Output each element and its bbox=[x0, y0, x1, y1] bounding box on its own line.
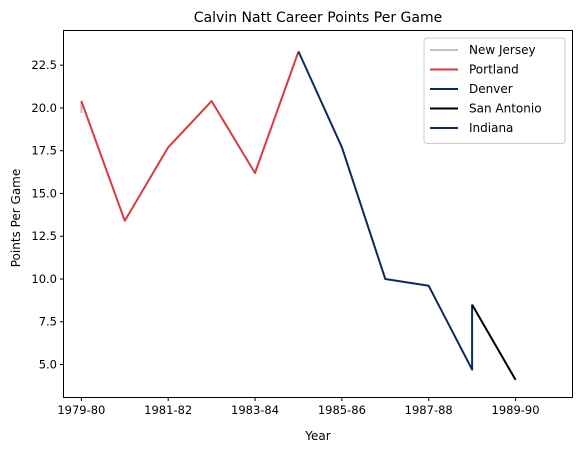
x-axis: 1979-80 1981-82 1983-84 1985-86 1987-88 1989-… bbox=[57, 397, 540, 417]
legend-label: Denver bbox=[469, 82, 513, 96]
series-line-san-antonio bbox=[471, 304, 517, 381]
legend-label: Indiana bbox=[469, 121, 513, 135]
legend-label: New Jersey bbox=[469, 43, 536, 57]
y-axis-label: Points Per Game bbox=[9, 169, 23, 268]
y-tick-label: 7.5 bbox=[39, 315, 57, 329]
y-tick-label: 20.0 bbox=[31, 101, 57, 115]
x-tick-label: 1979-80 bbox=[57, 403, 105, 417]
y-tick-label: 17.5 bbox=[31, 144, 57, 158]
legend-label: San Antonio bbox=[469, 102, 542, 116]
x-axis-label: Year bbox=[304, 429, 330, 443]
x-tick-label: 1985-86 bbox=[318, 403, 366, 417]
x-tick-label: 1983-84 bbox=[231, 403, 279, 417]
y-tick-label: 22.5 bbox=[31, 58, 57, 72]
x-tick-label: 1989-90 bbox=[492, 403, 540, 417]
y-axis: 5.0 7.5 10.0 12.5 15.0 17.5 20.0 22.5 bbox=[31, 58, 64, 372]
legend: New Jersey Portland Denver San Antonio India… bbox=[423, 37, 566, 144]
plot-frame bbox=[63, 30, 573, 398]
chart-title: Calvin Natt Career Points Per Game bbox=[194, 10, 442, 26]
plot-area bbox=[80, 51, 517, 381]
y-tick-label: 5.0 bbox=[39, 358, 57, 372]
legend-box bbox=[423, 37, 566, 144]
x-tick-label: 1987-88 bbox=[405, 403, 453, 417]
legend-label: Portland bbox=[469, 63, 519, 77]
y-tick-label: 15.0 bbox=[31, 186, 57, 200]
series-line-denver bbox=[297, 51, 474, 371]
y-tick-label: 12.5 bbox=[31, 229, 57, 243]
x-tick-label: 1981-82 bbox=[144, 403, 192, 417]
y-tick-label: 10.0 bbox=[31, 272, 57, 286]
series-line-portland bbox=[80, 51, 300, 222]
